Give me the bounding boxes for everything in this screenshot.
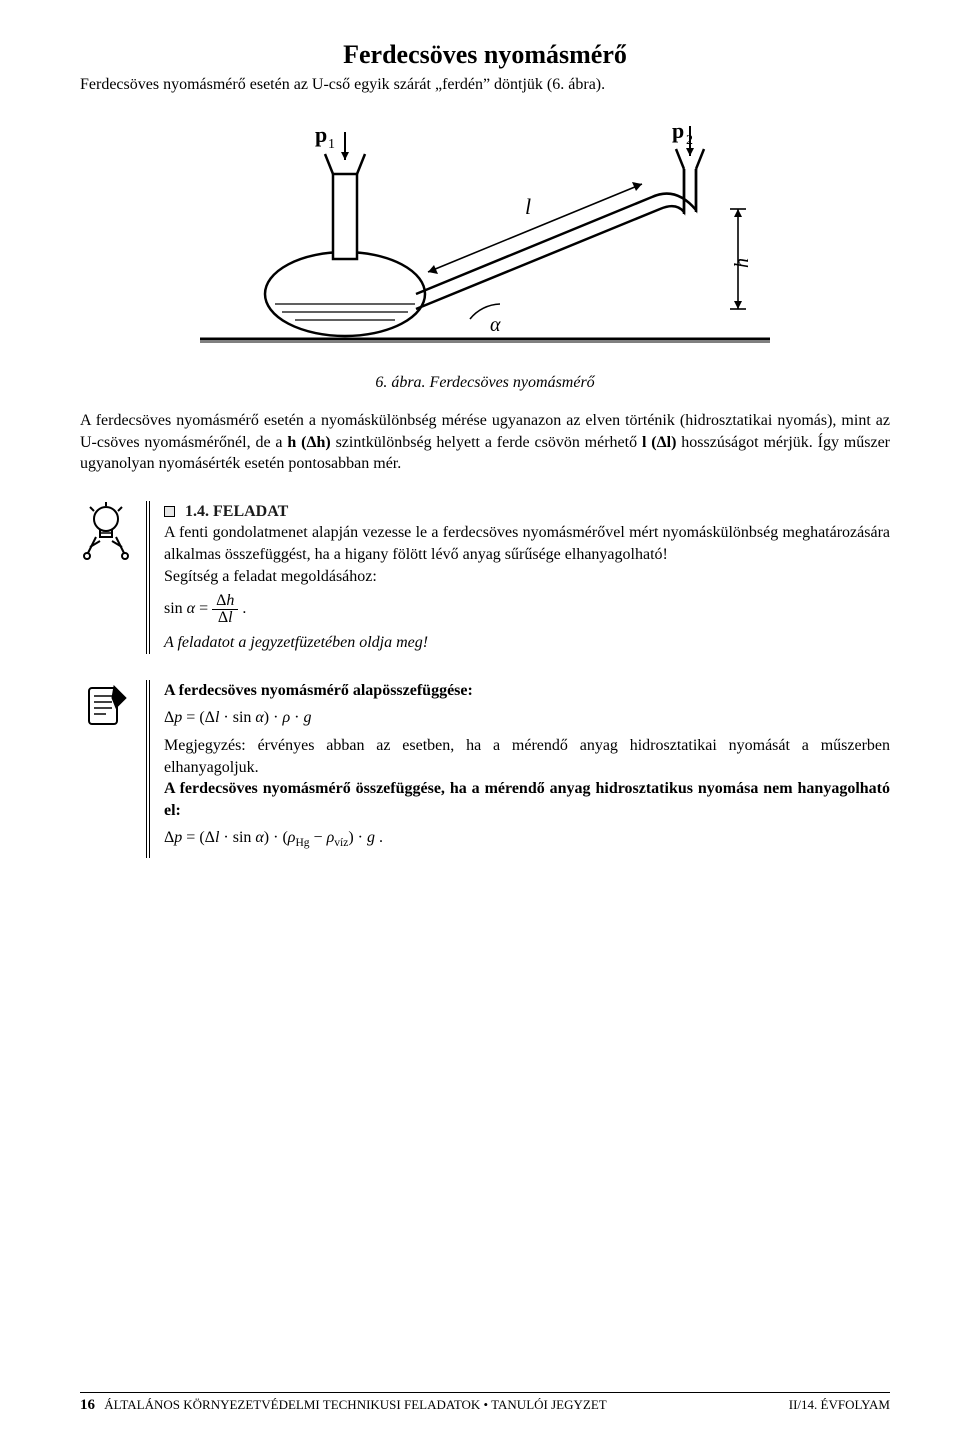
- body-p2: szintkülönbség helyett a ferde csövön mé…: [336, 434, 642, 451]
- task-formula: sin α = Δh Δl .: [164, 593, 890, 626]
- note-f2: Δp = (Δl · sin α) · (ρHg − ρvíz) · g .: [164, 827, 890, 852]
- note-f2-hg: Hg: [295, 838, 309, 850]
- intro-paragraph: Ferdecsöves nyomásmérő esetén az U-cső e…: [80, 76, 890, 94]
- task-number: 1.4. FELADAT: [185, 503, 288, 520]
- page-number: 16: [80, 1397, 95, 1413]
- task-callout: 1.4. FELADAT A fenti gondolatmenet alapj…: [80, 501, 890, 654]
- note-callout: A ferdecsöves nyomásmérő alapösszefüggés…: [80, 680, 890, 858]
- note-icon: [80, 680, 132, 736]
- note-remark: Megjegyzés: érvényes abban az esetben, h…: [164, 735, 890, 778]
- note-f1: Δp = (Δl · sin α) · ρ · g: [164, 707, 890, 729]
- svg-text:p: p: [315, 122, 327, 147]
- footer-left: 16 ÁLTALÁNOS KÖRNYEZETVÉDELMI TECHNIKUSI…: [80, 1397, 607, 1414]
- note-h1: A ferdecsöves nyomásmérő alapösszefüggés…: [164, 680, 890, 702]
- svg-text:h: h: [731, 258, 753, 268]
- svg-text:p: p: [672, 118, 684, 143]
- task-closing: A feladatot a jegyzetfüzetében oldja meg…: [164, 632, 890, 654]
- page-footer: 16 ÁLTALÁNOS KÖRNYEZETVÉDELMI TECHNIKUSI…: [80, 1392, 890, 1414]
- body-h-bold: h (Δh): [287, 434, 330, 451]
- idea-icon: [80, 501, 132, 563]
- footer-left-text: ÁLTALÁNOS KÖRNYEZETVÉDELMI TECHNIKUSI FE…: [104, 1397, 606, 1412]
- note-h2: A ferdecsöves nyomásmérő összefüggése, h…: [164, 778, 890, 821]
- svg-text:1: 1: [328, 137, 335, 152]
- square-bullet-icon: [164, 506, 175, 517]
- page-title: Ferdecsöves nyomásmérő: [80, 40, 890, 70]
- note-f2-viz: víz: [334, 838, 348, 850]
- figure-inclined-manometer: p 1 p 2 l α h: [80, 114, 890, 364]
- body-paragraph: A ferdecsöves nyomásmérő esetén a nyomás…: [80, 410, 890, 475]
- body-l-bold: l (Δl): [642, 434, 676, 451]
- task-help-label: Segítség a feladat megoldásához:: [164, 566, 890, 588]
- figure-svg: p 1 p 2 l α h: [190, 114, 780, 364]
- task-text: A fenti gondolatmenet alapján vezesse le…: [164, 522, 890, 565]
- task-heading: 1.4. FELADAT: [164, 501, 890, 523]
- figure-caption: 6. ábra. Ferdecsöves nyomásmérő: [80, 374, 890, 392]
- svg-text:l: l: [525, 194, 531, 219]
- footer-right: II/14. ÉVFOLYAM: [789, 1397, 890, 1414]
- svg-text:α: α: [490, 314, 501, 336]
